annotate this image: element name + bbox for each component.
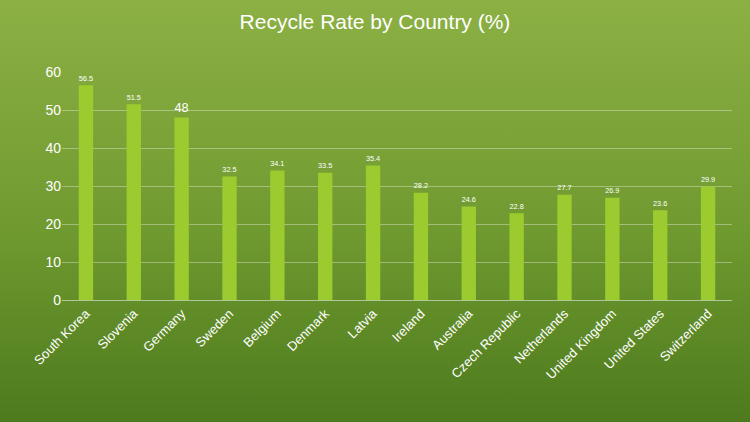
svg-text:30: 30	[45, 178, 61, 194]
svg-text:35.4: 35.4	[366, 154, 380, 163]
svg-text:Sweden: Sweden	[192, 306, 236, 350]
svg-text:United States: United States	[601, 306, 667, 372]
svg-text:40: 40	[45, 140, 61, 156]
svg-text:Latvia: Latvia	[345, 306, 381, 342]
svg-text:Belgium: Belgium	[240, 306, 284, 350]
svg-text:Australia: Australia	[429, 306, 476, 353]
svg-text:United Kingdom: United Kingdom	[543, 306, 619, 382]
svg-text:0: 0	[53, 292, 61, 308]
svg-text:32.5: 32.5	[222, 165, 236, 174]
svg-text:Switzerland: Switzerland	[657, 306, 715, 364]
svg-text:60: 60	[45, 64, 61, 80]
svg-text:27.7: 27.7	[557, 183, 571, 192]
svg-text:Recycle Rate by Country (%): Recycle Rate by Country (%)	[240, 10, 511, 33]
svg-text:Netherlands: Netherlands	[511, 306, 572, 367]
svg-text:51.5: 51.5	[127, 93, 141, 102]
svg-text:Germany: Germany	[140, 306, 189, 355]
svg-text:22.8: 22.8	[509, 202, 523, 211]
svg-text:South Korea: South Korea	[31, 306, 93, 368]
svg-text:Slovenia: Slovenia	[95, 306, 141, 352]
svg-text:56.5: 56.5	[79, 74, 93, 83]
svg-text:Ireland: Ireland	[389, 306, 428, 345]
svg-text:24.6: 24.6	[462, 195, 476, 204]
svg-text:50: 50	[45, 102, 61, 118]
svg-text:26.9: 26.9	[605, 186, 619, 195]
svg-text:48: 48	[174, 100, 188, 115]
svg-text:Denmark: Denmark	[284, 306, 332, 354]
svg-text:33.5: 33.5	[318, 161, 332, 170]
svg-text:34.1: 34.1	[270, 159, 284, 168]
svg-text:20: 20	[45, 216, 61, 232]
svg-text:29.9: 29.9	[701, 175, 715, 184]
svg-text:10: 10	[45, 254, 61, 270]
svg-text:23.6: 23.6	[653, 199, 667, 208]
svg-text:Czech Republic: Czech Republic	[448, 306, 523, 381]
svg-text:28.2: 28.2	[414, 181, 428, 190]
